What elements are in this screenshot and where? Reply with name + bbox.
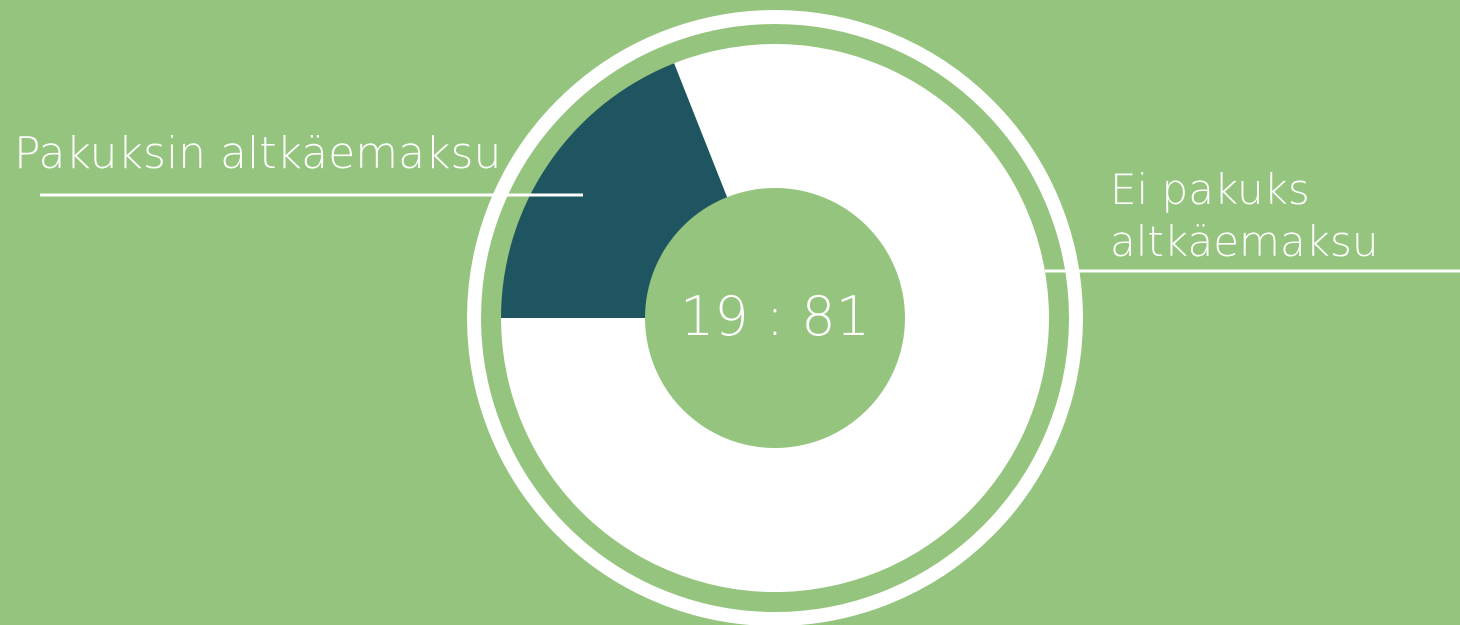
slice-label: Pakuksin altkäemaksu xyxy=(14,128,502,179)
outer-ring xyxy=(467,10,1083,625)
donut-hole xyxy=(645,188,905,448)
center-label: 19 : 81 xyxy=(680,285,870,348)
slice-label: Ei pakuks altkäemaksu xyxy=(1110,165,1379,266)
